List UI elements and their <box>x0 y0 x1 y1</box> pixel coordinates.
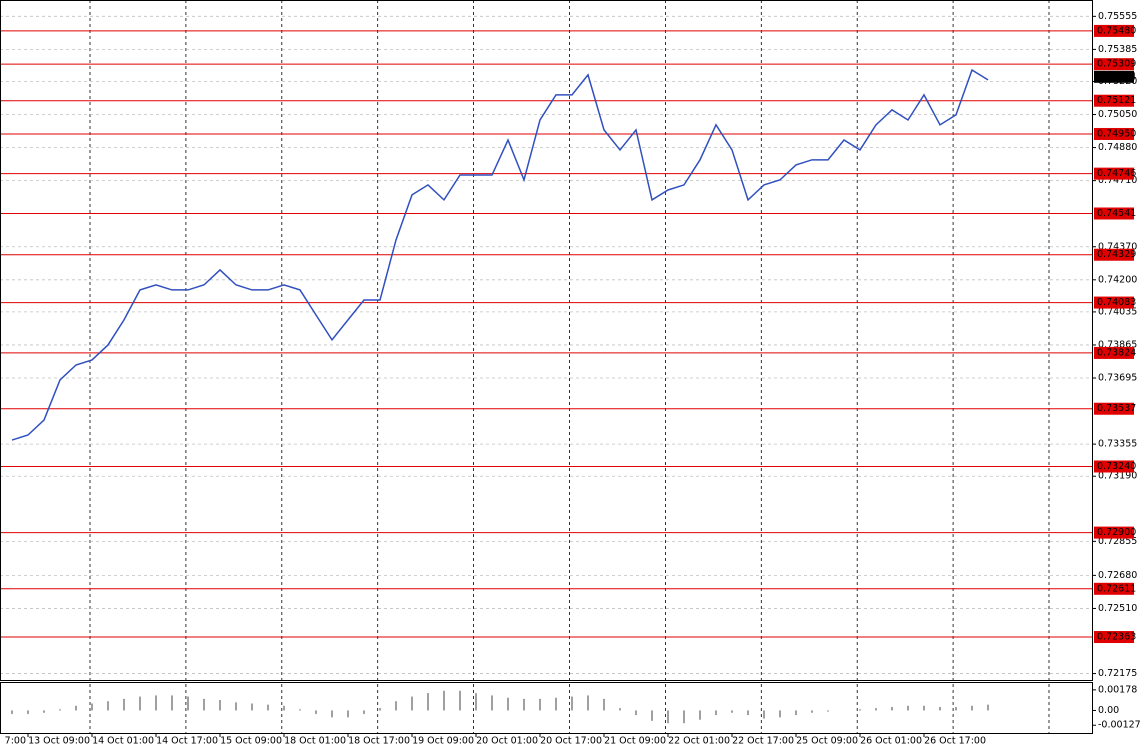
x-tick-label: 15 Oct 09:00 <box>220 736 282 747</box>
panel-border <box>0 0 1093 681</box>
level-box <box>1094 248 1134 261</box>
level-box <box>1094 582 1134 595</box>
x-tick-label: 22 Oct 01:00 <box>668 736 730 747</box>
y-tick-label: 0.72855 <box>1098 536 1137 547</box>
level-label: 0.72611 <box>1097 583 1136 594</box>
y-tick-label: 0.74200 <box>1098 274 1137 285</box>
level-label: 0.75309 <box>1097 59 1136 70</box>
x-tick-label: 18 Oct 17:00 <box>348 736 410 747</box>
x-tick-label: 18 Oct 01:00 <box>284 736 346 747</box>
level-box <box>1094 296 1134 309</box>
level-box <box>1094 127 1134 140</box>
panel-border <box>0 682 1093 734</box>
y-tick-label: 0.75555 <box>1098 11 1137 22</box>
y-tick-label: 0.74880 <box>1098 142 1137 153</box>
y-tick-label: 0.72510 <box>1098 603 1137 614</box>
x-tick-label: 19 Oct 09:00 <box>412 736 474 747</box>
y-tick-label: 0.72175 <box>1098 668 1137 679</box>
x-tick-label: 14 Oct 17:00 <box>156 736 218 747</box>
level-label: 0.74329 <box>1097 249 1136 260</box>
level-label: 0.74746 <box>1097 168 1136 179</box>
y-tick-label: 0.73695 <box>1098 373 1137 384</box>
y-tick-label: 0.75385 <box>1098 44 1137 55</box>
x-tick-label: 13 Oct 09:00 <box>28 736 90 747</box>
x-tick-label: 14 Oct 01:00 <box>92 736 154 747</box>
y-tick-label: 0.74710 <box>1098 175 1137 186</box>
last-price-label: 0.75244 <box>1097 71 1136 82</box>
level-box <box>1094 460 1134 473</box>
level-box <box>1094 167 1134 180</box>
level-box <box>1094 346 1134 359</box>
level-box <box>1094 631 1134 644</box>
y-tick-label: 0.74035 <box>1098 306 1137 317</box>
level-label: 0.75480 <box>1097 25 1136 36</box>
x-tick-label: 20 Oct 17:00 <box>540 736 602 747</box>
level-box <box>1094 402 1134 415</box>
x-tick-label: 20 Oct 01:00 <box>476 736 538 747</box>
y-tick-label: 0.74370 <box>1098 241 1137 252</box>
x-tick-label: 22 Oct 17:00 <box>732 736 794 747</box>
level-box <box>1094 526 1134 539</box>
y-tick-label: 0.75050 <box>1098 109 1137 120</box>
x-tick-label: 26 Oct 01:00 <box>860 736 922 747</box>
level-box <box>1094 94 1134 107</box>
last-price-box <box>1094 70 1134 83</box>
level-label: 0.74083 <box>1097 297 1136 308</box>
x-tick-label: 7:00 <box>5 736 26 747</box>
level-label: 0.74541 <box>1097 208 1136 219</box>
level-box <box>1094 207 1134 220</box>
y-tick-label: 0.73865 <box>1098 339 1137 350</box>
level-label: 0.72900 <box>1097 527 1136 538</box>
level-label: 0.72363 <box>1097 632 1136 643</box>
x-tick-label: 26 Oct 17:00 <box>924 736 986 747</box>
level-label: 0.73240 <box>1097 461 1136 472</box>
y-tick-label: 0.72680 <box>1098 570 1137 581</box>
y-tick-label: 0.73355 <box>1098 439 1137 450</box>
x-tick-label: 25 Oct 09:00 <box>796 736 858 747</box>
y-tick-label: 0.00 <box>1098 705 1119 716</box>
y-tick-label: 0.73190 <box>1098 471 1137 482</box>
price-line <box>11 68 989 441</box>
level-label: 0.74950 <box>1097 128 1136 139</box>
level-label: 0.75121 <box>1097 95 1136 106</box>
level-label: 0.73537 <box>1097 403 1136 414</box>
level-box <box>1094 24 1134 37</box>
y-tick-label: -0.001278 <box>1098 720 1140 731</box>
x-tick-label: 21 Oct 09:00 <box>604 736 666 747</box>
y-tick-label: 0.00178 <box>1098 684 1137 695</box>
level-label: 0.73824 <box>1097 347 1136 358</box>
level-box <box>1094 58 1134 71</box>
